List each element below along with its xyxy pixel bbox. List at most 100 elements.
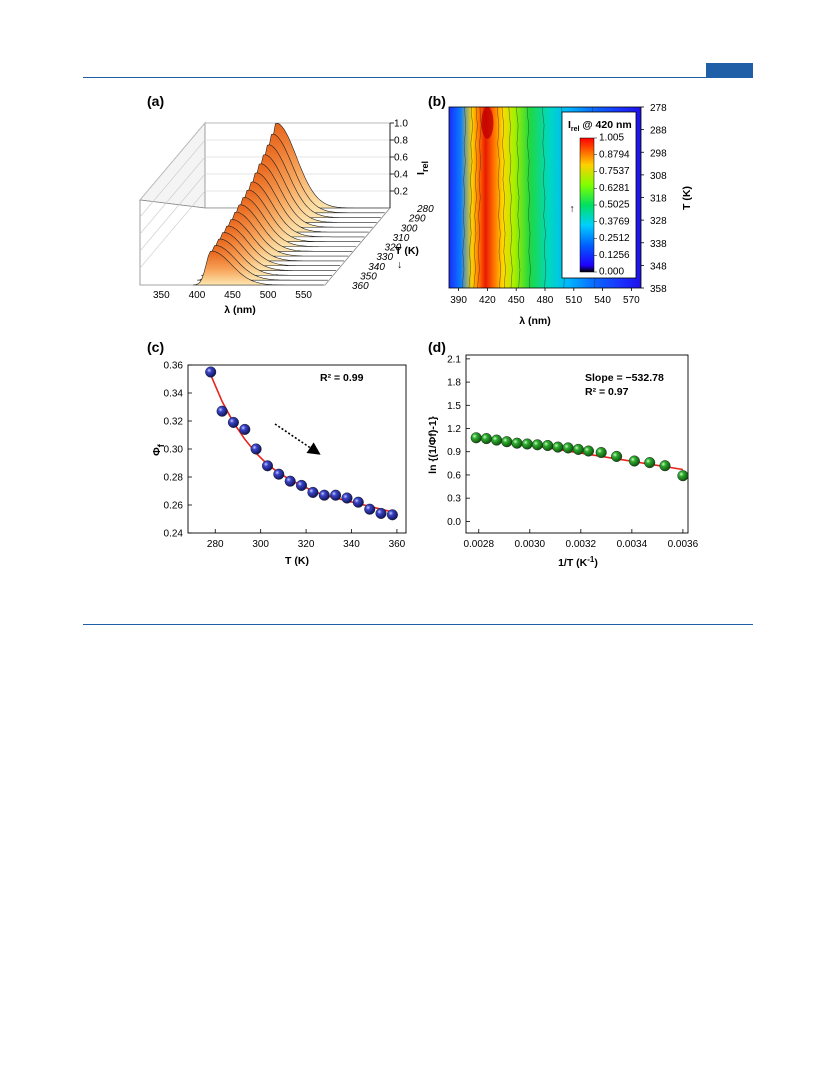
data-point bbox=[511, 437, 523, 449]
data-point bbox=[501, 436, 513, 448]
data-point bbox=[227, 416, 239, 428]
x-tick-label: 360 bbox=[389, 539, 406, 550]
x-axis-label-end: ) bbox=[594, 557, 598, 569]
x-tick-label: 450 bbox=[508, 295, 525, 306]
y-tick-label: 278 bbox=[650, 103, 667, 114]
T-tick-label: 330 bbox=[376, 252, 393, 263]
colorbar-gradient bbox=[579, 137, 595, 273]
x-tick-label: 280 bbox=[207, 539, 224, 550]
colorbar-tick-label: 0.3769 bbox=[599, 216, 630, 227]
x-axis-label: λ (nm) bbox=[224, 304, 256, 316]
plot-frame bbox=[465, 354, 689, 534]
data-point bbox=[216, 405, 228, 417]
data-point bbox=[470, 432, 482, 444]
colorbar-tick-label: 0.5025 bbox=[599, 200, 630, 211]
colorbar-tick-label: 0.7537 bbox=[599, 166, 630, 177]
contour-line bbox=[508, 106, 513, 289]
y-tick-label: 0.3 bbox=[447, 494, 461, 505]
contour-line bbox=[501, 106, 506, 289]
data-point bbox=[677, 470, 689, 482]
x-tick-label: 570 bbox=[623, 295, 640, 306]
data-point bbox=[352, 496, 364, 508]
T-tick-label: 290 bbox=[408, 214, 426, 225]
colorbar-box bbox=[561, 111, 637, 279]
panel-b-heatmap: Irel @ 420 nm1.005 0.8794 0.7537 0.6281 0.50… bbox=[448, 103, 693, 327]
x-tick-label: 0.0030 bbox=[514, 539, 545, 550]
data-point bbox=[364, 503, 376, 515]
peak-region bbox=[481, 106, 494, 139]
y-tick-label: 308 bbox=[650, 171, 667, 182]
x-tick-label: 0.0032 bbox=[566, 539, 597, 550]
x-tick-label: 300 bbox=[252, 539, 269, 550]
T-tick-label: 350 bbox=[360, 271, 377, 282]
x-tick-label: 420 bbox=[479, 295, 496, 306]
z-tick-label: 0.2 bbox=[394, 187, 408, 198]
data-point bbox=[284, 475, 296, 487]
grid-line bbox=[139, 156, 206, 235]
data-point bbox=[341, 492, 353, 504]
x-tick-label: 390 bbox=[450, 295, 467, 306]
data-point bbox=[521, 438, 533, 450]
y-tick-label: 0.34 bbox=[164, 389, 184, 400]
data-point bbox=[562, 442, 574, 454]
T-axis-label: T (K) bbox=[395, 245, 419, 257]
colorbar-title-sub: rel bbox=[571, 126, 580, 133]
x-tick-label: 0.0036 bbox=[668, 539, 699, 550]
data-point bbox=[375, 507, 387, 519]
y-tick-label: 358 bbox=[650, 284, 667, 295]
header-rule bbox=[83, 77, 753, 78]
y-tick-label: 0.32 bbox=[164, 417, 184, 428]
y-tick-label: 0.0 bbox=[447, 517, 461, 528]
data-point bbox=[262, 460, 274, 472]
x-tick-label: 350 bbox=[153, 290, 170, 301]
contour-line bbox=[468, 106, 473, 289]
y-tick-label: 0.9 bbox=[447, 447, 461, 458]
data-point bbox=[595, 447, 607, 459]
T-tick-label: 300 bbox=[401, 223, 418, 234]
z-tick-label: 0.8 bbox=[394, 136, 408, 147]
z-axis-label-sub: rel bbox=[420, 161, 430, 172]
panel-c-scatter: 280 300 320 340 360 0.24 0.26 0.28 0.30 0.32 0.34 0… bbox=[151, 361, 407, 567]
T-direction-arrow: ↓ bbox=[397, 259, 402, 271]
colorbar-tick-label: 0.000 bbox=[599, 267, 624, 278]
contour-line bbox=[496, 106, 502, 289]
y-tick-label: 0.36 bbox=[164, 361, 184, 372]
x-tick-label: 340 bbox=[343, 539, 360, 550]
T-tick-label: 340 bbox=[368, 262, 385, 273]
data-point bbox=[659, 460, 671, 472]
y-tick-label: 1.2 bbox=[447, 424, 461, 435]
contour-line bbox=[526, 106, 531, 289]
data-point bbox=[552, 441, 564, 453]
data-point bbox=[330, 489, 342, 501]
data-point bbox=[531, 439, 543, 451]
z-tick-label: 0.4 bbox=[394, 170, 408, 181]
y-tick-label: 328 bbox=[650, 216, 667, 227]
y-tick-label: 1.8 bbox=[447, 378, 461, 389]
panel-d-scatter: 0.0028 0.0030 0.0032 0.0034 0.0036 0.0 0.3 0.6 0… bbox=[427, 354, 699, 569]
y-tick-label: 318 bbox=[650, 194, 667, 205]
contour-line bbox=[477, 106, 482, 289]
colorbar-tick-label: 1.005 bbox=[599, 133, 624, 144]
z-axis-label: Irel bbox=[415, 161, 430, 175]
y-tick-label: 0.26 bbox=[164, 501, 184, 512]
r-squared-annotation: R² = 0.99 bbox=[320, 372, 364, 384]
grid-line bbox=[139, 122, 206, 201]
y-tick-label: 1.5 bbox=[447, 401, 461, 412]
fit-line bbox=[209, 374, 393, 513]
data-point bbox=[250, 443, 262, 455]
x-tick-label: 400 bbox=[189, 290, 206, 301]
r-squared-annotation: R² = 0.97 bbox=[585, 386, 629, 398]
x-axis-label: λ (nm) bbox=[519, 315, 551, 327]
data-point bbox=[542, 440, 554, 452]
y-tick-label: 0.30 bbox=[164, 445, 184, 456]
data-point bbox=[628, 455, 640, 467]
x-tick-label: 550 bbox=[295, 290, 312, 301]
T-tick-label: 360 bbox=[352, 281, 369, 292]
panel-label-b: (b) bbox=[428, 93, 446, 109]
z-tick-label: 0.6 bbox=[394, 153, 408, 164]
data-point bbox=[273, 468, 285, 480]
footer-rule bbox=[83, 624, 753, 625]
data-point bbox=[572, 443, 584, 455]
slope-annotation: Slope = −532.78 bbox=[585, 372, 664, 384]
x-tick-label: 320 bbox=[298, 539, 315, 550]
